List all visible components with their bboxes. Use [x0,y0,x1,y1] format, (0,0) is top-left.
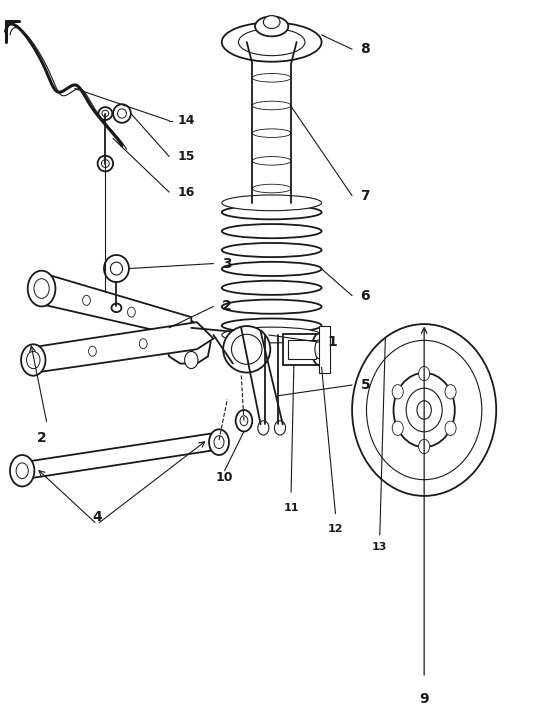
Ellipse shape [110,262,123,275]
Ellipse shape [252,156,291,165]
Circle shape [139,338,147,348]
Circle shape [16,463,29,479]
Text: 7: 7 [361,189,370,202]
Circle shape [445,384,456,399]
Text: 6: 6 [361,289,370,302]
Circle shape [185,351,198,369]
Ellipse shape [406,388,442,432]
Ellipse shape [222,262,321,276]
Ellipse shape [102,110,109,117]
Ellipse shape [118,109,127,118]
Circle shape [128,307,136,317]
Ellipse shape [97,156,113,171]
Circle shape [83,295,90,305]
Circle shape [419,439,430,454]
Ellipse shape [312,333,326,365]
Text: 13: 13 [372,542,388,552]
Circle shape [392,421,403,436]
Text: 15: 15 [178,150,195,163]
Ellipse shape [222,224,321,238]
Ellipse shape [231,334,262,364]
Ellipse shape [222,318,321,333]
Ellipse shape [99,107,113,120]
Circle shape [445,421,456,436]
Ellipse shape [222,327,321,343]
Polygon shape [33,322,213,373]
Text: 4: 4 [92,510,102,524]
Circle shape [240,415,248,426]
Polygon shape [41,273,192,338]
Text: 16: 16 [178,186,195,199]
Ellipse shape [111,304,122,312]
Ellipse shape [222,300,321,314]
Ellipse shape [315,340,323,359]
Text: 14: 14 [178,114,195,127]
Text: 1: 1 [327,335,337,349]
Circle shape [419,366,430,381]
Circle shape [168,323,181,340]
Ellipse shape [222,281,321,295]
Text: 9: 9 [419,692,429,706]
Ellipse shape [255,17,288,36]
Text: 3: 3 [222,256,231,271]
Polygon shape [288,340,316,359]
Ellipse shape [223,326,270,372]
Ellipse shape [394,373,455,447]
Ellipse shape [352,324,496,496]
Circle shape [10,455,34,487]
Ellipse shape [222,243,321,257]
Text: 8: 8 [361,42,370,56]
Ellipse shape [263,16,280,29]
Polygon shape [24,433,211,480]
Circle shape [209,429,229,455]
Text: 2: 2 [37,431,46,446]
Ellipse shape [101,160,109,168]
Ellipse shape [222,22,321,62]
Circle shape [214,436,224,449]
Polygon shape [164,320,211,364]
Ellipse shape [252,184,291,193]
Ellipse shape [239,29,305,55]
Polygon shape [283,333,319,365]
Ellipse shape [222,205,321,220]
Circle shape [236,410,252,431]
Text: 2: 2 [222,300,231,313]
Ellipse shape [252,129,291,138]
Text: 12: 12 [328,524,343,534]
Ellipse shape [252,102,291,109]
Ellipse shape [104,255,129,282]
Circle shape [88,346,96,356]
Circle shape [28,271,55,307]
Ellipse shape [252,73,291,82]
Circle shape [258,420,269,435]
Ellipse shape [366,341,482,480]
Circle shape [392,384,403,399]
Ellipse shape [113,104,131,123]
Text: 5: 5 [361,378,370,392]
Circle shape [21,344,45,376]
Text: 11: 11 [283,503,299,513]
Circle shape [26,351,40,369]
Circle shape [417,401,431,419]
Ellipse shape [222,195,321,211]
Polygon shape [319,325,330,373]
Circle shape [34,279,49,298]
Text: 10: 10 [216,471,234,484]
Circle shape [274,420,286,435]
